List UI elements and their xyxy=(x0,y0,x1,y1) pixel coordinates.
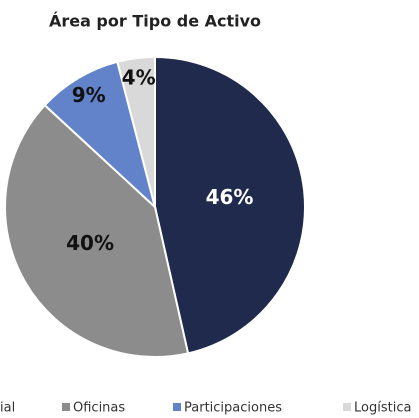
data-label: 4% xyxy=(122,66,156,90)
legend-label: Oficinas xyxy=(73,401,125,416)
legend-swatch xyxy=(62,403,70,411)
legend-label: ial xyxy=(0,401,15,416)
legend-label: Participaciones xyxy=(184,401,282,416)
data-label: 40% xyxy=(66,231,114,255)
chart-title: Área por Tipo de Activo xyxy=(49,12,261,31)
legend-swatch xyxy=(173,403,181,411)
legend-label: Logística xyxy=(354,401,411,416)
pie-slice xyxy=(4,103,190,358)
legend-swatch xyxy=(343,403,351,411)
pie-slice xyxy=(43,60,157,211)
pie-slice xyxy=(154,55,306,355)
data-label: 46% xyxy=(206,185,254,209)
data-label: 9% xyxy=(72,83,106,107)
pie-slice xyxy=(116,55,156,208)
